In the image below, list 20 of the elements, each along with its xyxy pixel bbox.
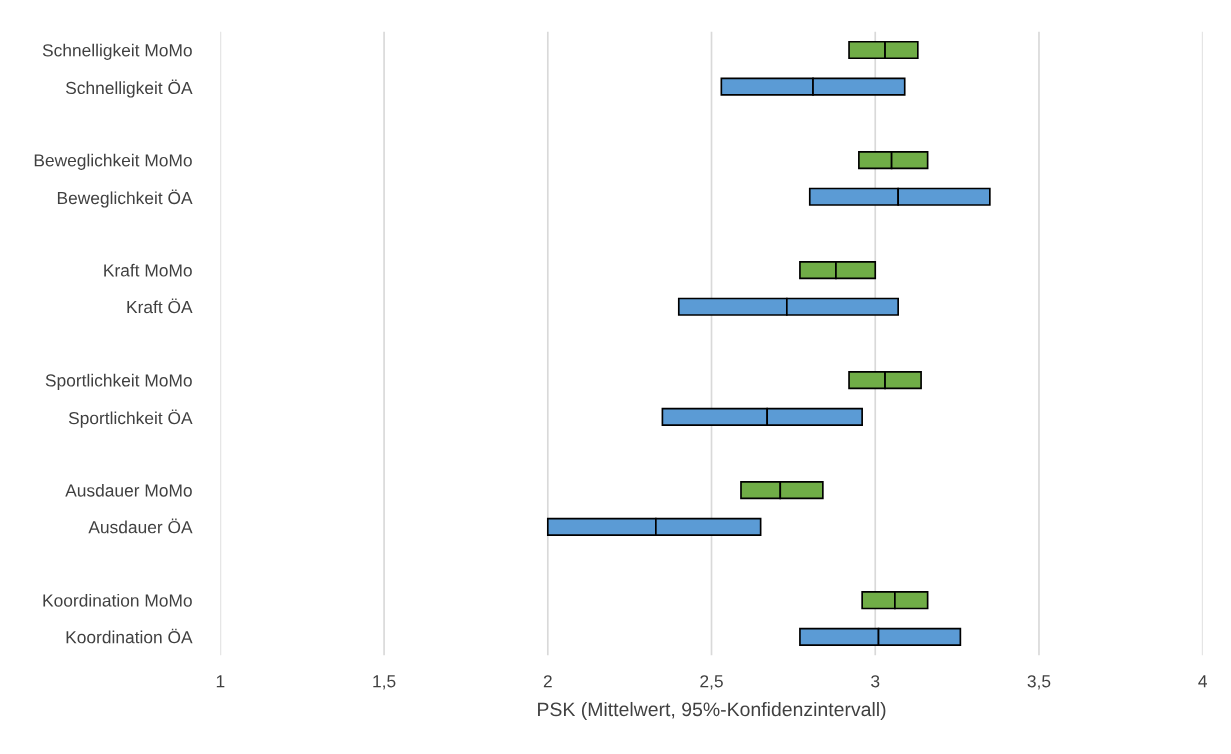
y-tick-label: Beweglichkeit ÖA bbox=[57, 189, 193, 208]
x-tick-label: 1 bbox=[216, 675, 225, 688]
y-tick-label: Schnelligkeit MoMo bbox=[42, 43, 192, 60]
x-tick-label: 3,5 bbox=[1027, 675, 1051, 690]
y-tick-label: Schnelligkeit ÖA bbox=[65, 79, 193, 98]
x-tick-label: 2 bbox=[543, 675, 552, 688]
y-tick-label: Koordination MoMo bbox=[43, 593, 192, 607]
y-tick-label: Ausdauer MoMo bbox=[65, 483, 192, 497]
x-axis-title: PSK (Mittelwert, 95%-Konfidenzintervall) bbox=[538, 701, 886, 721]
x-tick-label: 1,5 bbox=[373, 675, 396, 690]
x-tick-label: 3 bbox=[871, 675, 880, 688]
y-tick-label: Ausdauer ÖA bbox=[88, 518, 193, 534]
x-tick-label: 4 bbox=[1198, 675, 1208, 688]
x-tick-label: 2,5 bbox=[700, 675, 723, 690]
y-tick-label: Kraft ÖA bbox=[127, 298, 193, 314]
y-tick-label: Koordination ÖA bbox=[66, 628, 193, 644]
y-tick-label: Sportlichkeit ÖA bbox=[68, 409, 193, 428]
y-tick-label: Kraft MoMo bbox=[104, 263, 192, 277]
y-tick-label: Beweglichkeit MoMo bbox=[34, 153, 192, 170]
y-tick-label: Sportlichkeit MoMo bbox=[45, 373, 192, 391]
